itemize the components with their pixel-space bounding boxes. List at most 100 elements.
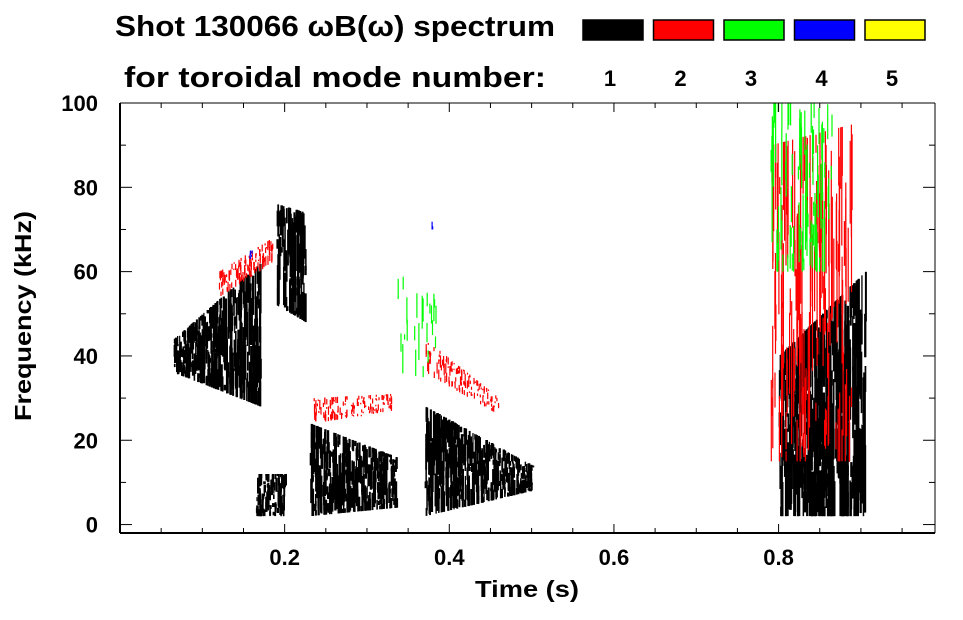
- mode-2-streak: [795, 269, 797, 311]
- mode-2-streak: [333, 410, 335, 414]
- mode-1-streak: [820, 444, 823, 460]
- mode-1-streak: [279, 484, 282, 492]
- mode-1-streak: [358, 496, 361, 512]
- mode-1-streak: [524, 480, 526, 493]
- mode-2-streak: [473, 392, 475, 399]
- mode-1-streak: [278, 254, 281, 280]
- mode-1-streak: [835, 300, 838, 355]
- mode-1-streak: [266, 494, 269, 504]
- mode-1-streak: [369, 482, 373, 490]
- mode-1-streak: [366, 486, 368, 499]
- mode-1-streak: [231, 312, 234, 332]
- mode-1-streak: [352, 464, 355, 475]
- mode-1-streak: [374, 452, 377, 463]
- mode-1-streak: [201, 314, 204, 326]
- mode-1-streak: [439, 458, 442, 487]
- mode-2-streak: [782, 344, 784, 416]
- mode-2-streak: [235, 264, 237, 270]
- mode-1-streak: [385, 453, 388, 475]
- mode-1-streak: [259, 381, 262, 407]
- mode-1-streak: [852, 316, 854, 371]
- mode-1-streak: [230, 317, 233, 358]
- mode-1-streak: [238, 365, 240, 388]
- mode-3-streak: [770, 150, 772, 172]
- mode-1-streak: [212, 315, 216, 348]
- mode-2-streak: [824, 218, 826, 335]
- mode-2-streak: [823, 276, 825, 310]
- mode-3-streak: [821, 121, 823, 171]
- mode-1-streak: [300, 211, 302, 245]
- mode-1-streak: [325, 500, 328, 515]
- mode-1-streak: [506, 455, 509, 459]
- mode-1-streak: [342, 436, 344, 458]
- mode-1-streak: [809, 443, 812, 514]
- mode-2-streak: [459, 377, 462, 385]
- mode-2-streak: [391, 397, 393, 405]
- mode-2-streak: [365, 405, 367, 408]
- mode-2-streak: [368, 395, 370, 399]
- mode-3-streak: [811, 125, 814, 159]
- mode-1-streak: [198, 373, 201, 379]
- mode-3-streak: [422, 366, 424, 378]
- mode-2-streak: [789, 312, 791, 394]
- mode-2-streak: [438, 359, 440, 364]
- mode-1-streak: [219, 298, 222, 321]
- mode-1-streak: [270, 479, 274, 496]
- mode-1-streak: [293, 310, 297, 316]
- mode-1-streak: [279, 495, 282, 513]
- mode-1-streak: [279, 237, 282, 257]
- mode-3-streak: [397, 278, 399, 300]
- mode-3-streak: [810, 103, 812, 133]
- mode-2-streak: [263, 257, 265, 268]
- mode-2-streak: [488, 401, 490, 405]
- mode-2-streak: [793, 348, 796, 392]
- mode-3-streak: [790, 186, 792, 223]
- mode-1-streak: [821, 469, 823, 487]
- mode-1-streak: [324, 429, 327, 444]
- mode-1-streak: [183, 352, 186, 364]
- mode-1-streak: [284, 280, 287, 295]
- x-tick-label: 0.8: [763, 545, 794, 570]
- mode-1-streak: [790, 496, 792, 509]
- mode-1-streak: [814, 337, 817, 391]
- mode-4-region: [249, 250, 253, 259]
- mode-1-streak: [269, 506, 271, 517]
- mode-1-streak: [256, 291, 259, 305]
- mode-1-streak: [366, 502, 369, 511]
- mode-1-streak: [515, 487, 518, 495]
- mode-2-streak: [224, 275, 226, 283]
- mode-1-streak: [843, 388, 846, 464]
- mode-1-streak: [520, 486, 523, 494]
- mode-1-streak: [217, 300, 219, 312]
- mode-1-streak: [862, 377, 865, 422]
- mode-2-streak: [244, 255, 246, 261]
- mode-1-streak: [378, 500, 381, 505]
- mode-2-streak: [440, 365, 442, 371]
- mode-2-streak: [243, 277, 245, 282]
- mode-1-streak: [510, 474, 513, 491]
- mode-2-streak: [822, 317, 824, 367]
- mode-1-streak: [465, 484, 467, 500]
- mode-1-streak: [450, 428, 453, 462]
- mode-2-streak: [785, 412, 787, 450]
- mode-2-streak: [438, 359, 440, 362]
- mode-1-streak: [290, 264, 293, 278]
- axes: 0.2 0.4 0.6 0.8 0 20 40 60 80 100: [61, 91, 936, 570]
- mode-1-streak: [328, 483, 331, 515]
- mode-1-streak: [778, 370, 781, 399]
- mode-3-streak: [429, 303, 431, 314]
- mode-3-streak: [816, 184, 818, 200]
- mode-1-streak: [813, 471, 815, 512]
- mode-1-streak: [502, 449, 505, 462]
- mode-1-streak: [326, 430, 329, 443]
- mode-4-streak: [251, 250, 253, 254]
- mode-2-streak: [222, 269, 224, 278]
- mode-2-streak: [313, 403, 316, 414]
- mode-2-streak: [787, 140, 789, 235]
- mode-2-streak: [829, 313, 831, 346]
- mode-3-streak: [822, 219, 824, 272]
- mode-1-streak: [475, 434, 477, 439]
- mode-1-streak: [853, 441, 857, 496]
- mode-1-streak: [201, 332, 204, 359]
- mode-1-streak: [217, 369, 220, 390]
